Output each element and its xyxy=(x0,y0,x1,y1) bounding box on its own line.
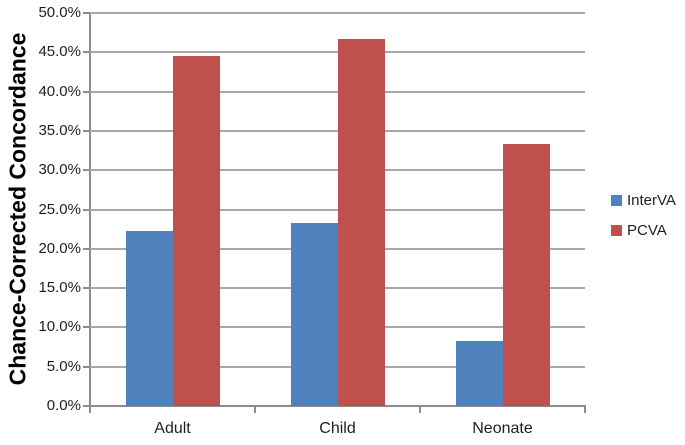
y-axis-tick xyxy=(83,90,90,93)
y-axis-tick-label: 50.0% xyxy=(38,4,81,21)
category-label: Adult xyxy=(154,420,191,437)
y-axis-tick-label: 15.0% xyxy=(38,279,81,297)
legend: InterVA PCVA xyxy=(611,193,676,253)
legend-label: InterVA xyxy=(627,192,676,209)
bar-interva-neonate xyxy=(455,340,503,406)
gridline xyxy=(90,12,585,14)
legend-item-interva: InterVA xyxy=(611,193,676,208)
legend-swatch-icon xyxy=(611,225,622,236)
y-axis-tick xyxy=(83,51,90,54)
bar-interva-adult xyxy=(125,230,173,406)
y-axis-tick-label: 30.0% xyxy=(38,161,81,179)
legend-swatch-icon xyxy=(611,195,622,206)
y-axis-tick xyxy=(83,287,90,290)
y-axis-tick xyxy=(83,169,90,172)
bar-pcva-neonate xyxy=(502,144,550,406)
x-axis-tick xyxy=(254,405,256,413)
y-axis-tick-label: 25.0% xyxy=(38,200,81,218)
bar-pcva-child xyxy=(337,38,385,406)
y-axis-tick xyxy=(83,326,90,329)
x-axis-line xyxy=(89,405,586,407)
y-axis-tick-label: 0.0% xyxy=(46,397,81,414)
y-axis-tick xyxy=(83,247,90,250)
bar-interva-child xyxy=(290,222,338,406)
x-axis-tick xyxy=(584,405,586,413)
y-axis-tick-label: 40.0% xyxy=(38,82,81,100)
bar-pcva-adult xyxy=(172,56,220,406)
category-label: Neonate xyxy=(472,420,533,437)
y-axis-tick-label: 10.0% xyxy=(38,318,81,336)
y-axis-tick xyxy=(83,12,90,14)
legend-label: PCVA xyxy=(627,222,667,239)
y-axis-tick xyxy=(83,129,90,132)
y-axis-tick-label: 35.0% xyxy=(38,121,81,139)
y-axis-tick xyxy=(83,365,90,368)
x-axis-tick xyxy=(419,405,421,413)
y-axis-tick-label: 45.0% xyxy=(38,43,81,61)
y-axis-tick xyxy=(83,208,90,211)
y-axis-tick xyxy=(83,405,90,407)
x-axis-tick xyxy=(89,405,91,413)
y-axis-tick-label: 20.0% xyxy=(38,239,81,257)
legend-item-pcva: PCVA xyxy=(611,223,676,238)
y-axis-tick-label: 5.0% xyxy=(46,357,81,375)
category-label: Child xyxy=(319,420,356,437)
